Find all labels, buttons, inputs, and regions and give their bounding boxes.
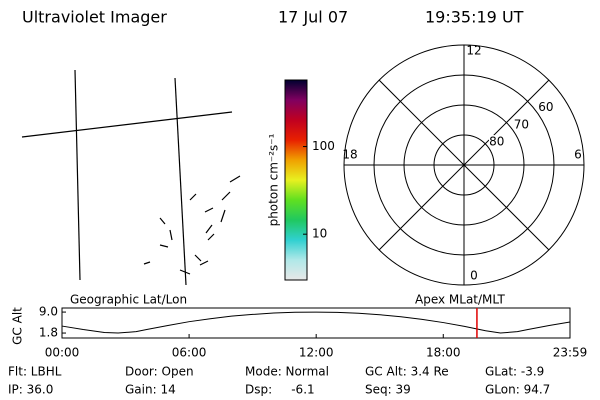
y-tick-label: 1.8 — [39, 326, 58, 340]
footer-field: Door: Open — [125, 365, 194, 379]
footer-field: GLat: -3.9 — [485, 365, 544, 379]
orbit-y-label: GC Alt — [11, 307, 25, 345]
x-tick-label: 18:00 — [426, 346, 461, 360]
time: 19:35:19 UT — [425, 8, 524, 27]
orbit-left-label: Geographic Lat/Lon — [70, 293, 187, 307]
mlt-label: 18 — [342, 148, 357, 162]
date: 17 Jul 07 — [278, 8, 348, 27]
orbit-right-label: Apex MLat/MLT — [415, 293, 505, 307]
colorbar-label: photon cm⁻²s⁻¹ — [267, 133, 281, 226]
polar-outer-circle — [343, 44, 585, 286]
mlt-label: 0 — [470, 269, 478, 283]
footer-field: GC Alt: 3.4 Re — [365, 365, 449, 379]
footer-field: IP: 36.0 — [8, 383, 53, 397]
mlt-label: 6 — [574, 148, 582, 162]
lat-label: 70 — [514, 117, 529, 131]
x-tick-label: 23:59 — [553, 346, 588, 360]
lat-label: 80 — [489, 135, 504, 149]
footer-field: GLon: 94.7 — [485, 383, 550, 397]
colorbar-scale — [284, 79, 308, 281]
mlt-label: 12 — [466, 44, 481, 58]
colorbar: photon cm⁻²s⁻¹ — [267, 79, 308, 281]
y-tick-label: 9.0 — [39, 305, 58, 319]
map-panel — [21, 69, 241, 286]
footer-field: Seq: 39 — [365, 383, 411, 397]
lat-circle — [433, 134, 495, 196]
x-tick-label: 06:00 — [172, 346, 207, 360]
x-tick-label: 00:00 — [45, 346, 80, 360]
lat-circle — [373, 74, 555, 256]
colorbar-tick-label: 100 — [312, 139, 335, 153]
footer-field: Dsp: -6.1 — [245, 383, 315, 397]
lat-circle — [403, 104, 525, 226]
altitude-line — [61, 311, 571, 334]
footer-field: Gain: 14 — [125, 383, 176, 397]
title: Ultraviolet Imager — [22, 8, 167, 27]
lat-label: 60 — [538, 100, 553, 114]
x-tick-label: 12:00 — [299, 346, 334, 360]
colorbar-tick-label: 10 — [312, 227, 327, 241]
footer-field: Flt: LBHL — [8, 365, 62, 379]
footer-field: Mode: Normal — [245, 365, 329, 379]
